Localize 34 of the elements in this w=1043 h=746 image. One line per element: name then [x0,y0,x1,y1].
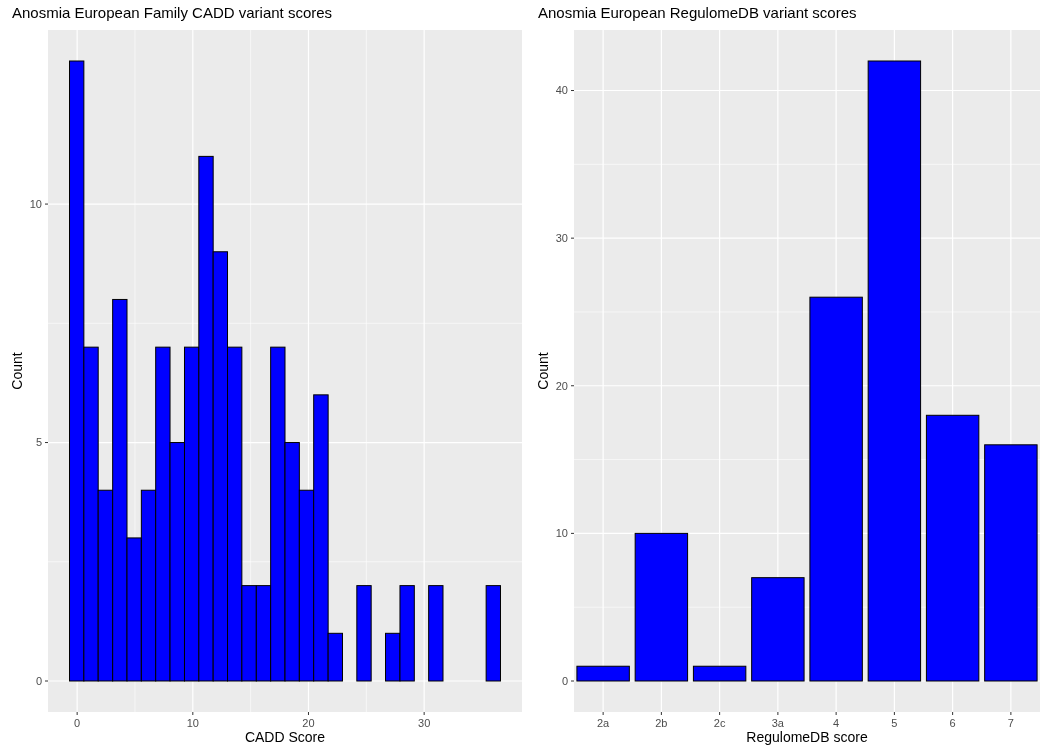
bar [984,444,1038,682]
chart-title: Anosmia European Family CADD variant scores [12,4,333,21]
x-tick-label: 2c [713,717,726,729]
bar [867,60,922,682]
chart-title: Anosmia European RegulomeDB variant scores [538,4,857,21]
x-axis-title: RegulomeDB score [746,729,868,745]
y-tick-label: 0 [35,674,42,687]
x-tick-label: 30 [418,717,431,729]
x-tick-label: 4 [833,717,840,729]
bar [925,414,980,682]
x-tick-label: 5 [891,717,898,729]
y-tick-label: 10 [29,197,42,210]
y-tick-label: 5 [35,436,42,449]
x-tick-label: 2b [655,717,668,729]
bar [576,665,630,682]
y-tick-label: 30 [555,231,568,244]
y-tick-label: 0 [561,674,568,687]
bar [692,665,747,682]
y-tick-label: 10 [555,527,568,540]
bar [634,532,689,682]
x-axis-title: CADD Score [244,729,326,745]
bar [751,577,805,682]
x-tick-label: 10 [186,717,199,729]
y-tick-label: 20 [555,379,568,392]
x-tick-label: 0 [74,717,81,729]
y-tick-label: 40 [555,84,568,97]
x-tick-label: 2a [597,717,611,729]
x-tick-label: 3a [771,717,785,729]
y-axis-title: Count [535,352,551,390]
x-tick-label: 20 [302,717,315,729]
x-tick-label: 6 [949,717,956,729]
y-axis-title: Count [9,352,25,390]
x-tick-label: 7 [1007,717,1014,729]
bar [809,296,863,682]
